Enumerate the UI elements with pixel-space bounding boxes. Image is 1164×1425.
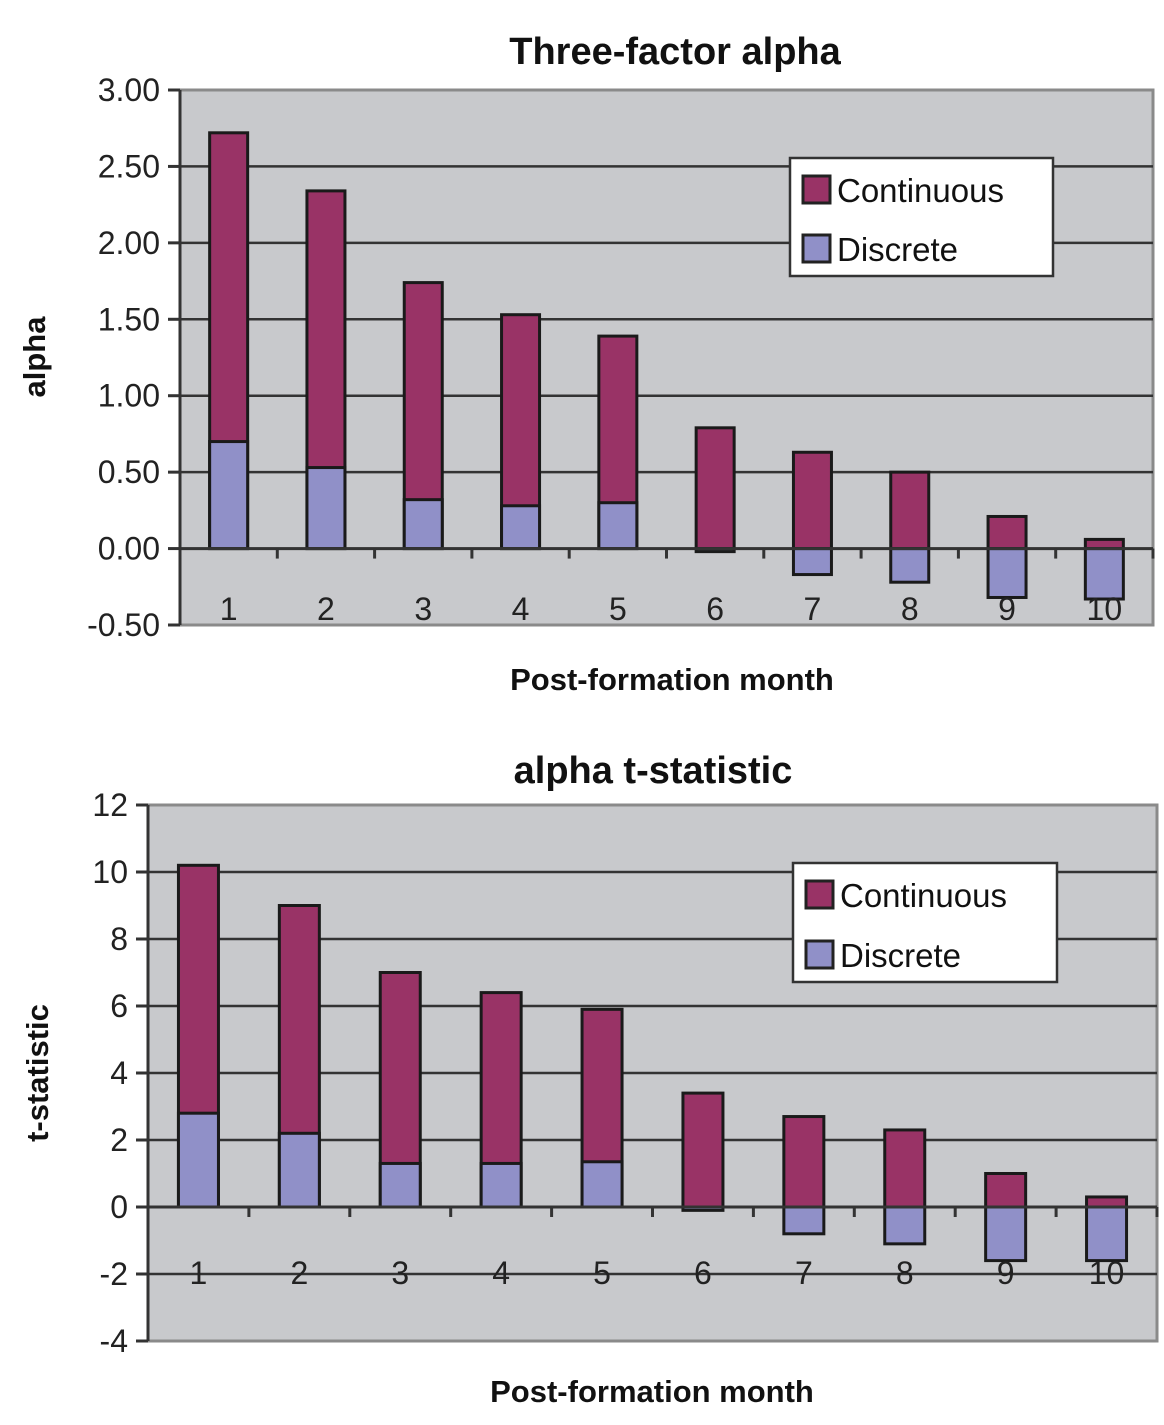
legend: Continuous Discrete (791, 861, 1059, 984)
y-tick-labels: 3.00 2.50 2.00 1.50 1.00 0.50 0.00 -0.50 (87, 72, 160, 643)
axes (136, 803, 1159, 1343)
bar-continuous-7 (782, 1115, 826, 1209)
y-tick-label: 4 (110, 1055, 128, 1091)
bar-discrete-1 (208, 440, 250, 551)
x-tick-label: 9 (998, 591, 1016, 627)
bar-discrete-4 (479, 1161, 523, 1209)
legend-swatch-discrete (801, 233, 832, 264)
y-axis-label: t-statistic (20, 1004, 55, 1142)
y-tick-label: 6 (110, 988, 128, 1024)
y-tick-label: -0.50 (87, 607, 160, 643)
x-axis-label: Post-formation month (490, 1374, 814, 1409)
y-tick-label: 2 (110, 1122, 128, 1158)
x-axis-label: Post-formation month (510, 662, 834, 697)
legend-swatch-continuous (804, 879, 835, 910)
legend-box (791, 861, 1059, 984)
legend-label-discrete: Discrete (840, 937, 961, 974)
x-tick-label: 7 (804, 591, 822, 627)
bar-discrete-3 (378, 1161, 422, 1209)
bar-continuous-7 (791, 450, 833, 551)
x-tick-label: 10 (1087, 591, 1123, 627)
y-axis-label: alpha (17, 316, 52, 398)
bar-continuous-9 (984, 1172, 1028, 1209)
y-tick-label: 12 (92, 787, 128, 823)
alpha-chart: Three-factor alpha 3.00 2.50 2.00 1.50 1.00 0… (17, 31, 1155, 697)
bar-discrete-10 (1085, 1205, 1129, 1263)
y-tick-label: -2 (100, 1256, 128, 1292)
bar-continuous-10 (1085, 1195, 1129, 1209)
axes (168, 88, 1155, 627)
x-tick-label: 7 (795, 1255, 813, 1291)
y-tick-label: 2.00 (98, 225, 160, 261)
y-tick-label: 0 (110, 1189, 128, 1225)
y-tick-label: 8 (110, 921, 128, 957)
x-tick-label: 8 (896, 1255, 914, 1291)
bar-continuous-8 (883, 1128, 927, 1209)
y-tick-label: -4 (100, 1323, 128, 1359)
bar-discrete-9 (984, 1205, 1028, 1263)
chart-title: alpha t-statistic (514, 750, 793, 792)
x-tick-label: 9 (997, 1255, 1015, 1291)
bar-discrete-8 (883, 1205, 927, 1246)
x-tick-label: 5 (593, 1255, 611, 1291)
x-tick-label: 3 (414, 591, 432, 627)
x-tick-label: 2 (317, 591, 335, 627)
legend-label-discrete: Discrete (837, 231, 958, 268)
x-tick-labels: 1 2 3 4 5 6 7 8 9 10 (220, 591, 1122, 627)
bar-continuous-8 (889, 470, 931, 551)
x-tick-label: 1 (190, 1255, 208, 1291)
y-tick-label: 0.00 (98, 531, 160, 567)
x-tick-label: 6 (694, 1255, 712, 1291)
bars (208, 131, 1125, 601)
y-tick-label: 0.50 (98, 454, 160, 490)
chart-title: Three-factor alpha (509, 31, 841, 73)
bar-continuous-9 (986, 514, 1028, 551)
y-tick-labels: 12 10 8 6 4 2 0 -2 -4 (92, 787, 128, 1359)
bar-discrete-1 (176, 1111, 220, 1209)
bar-continuous-6 (681, 1091, 725, 1209)
legend: Continuous Discrete (788, 156, 1055, 278)
x-tick-label: 5 (609, 591, 627, 627)
y-tick-label: 10 (92, 854, 128, 890)
bar-discrete-7 (791, 547, 833, 577)
y-tick-label: 3.00 (98, 72, 160, 108)
y-tick-label: 1.00 (98, 378, 160, 414)
x-tick-label: 6 (706, 591, 724, 627)
x-tick-label: 4 (492, 1255, 510, 1291)
legend-label-continuous: Continuous (837, 172, 1004, 209)
legend-swatch-continuous (801, 174, 832, 205)
bar-discrete-8 (889, 547, 931, 584)
bar-discrete-5 (597, 501, 639, 551)
bar-discrete-2 (277, 1131, 321, 1209)
x-tick-label: 4 (512, 591, 530, 627)
x-tick-labels: 1 2 3 4 5 6 7 8 9 10 (190, 1255, 1125, 1291)
bar-discrete-7 (782, 1205, 826, 1236)
bar-discrete-2 (305, 466, 347, 551)
bar-discrete-4 (500, 504, 542, 551)
bar-discrete-5 (580, 1160, 624, 1209)
x-tick-label: 2 (290, 1255, 308, 1291)
y-tick-label: 2.50 (98, 148, 160, 184)
x-tick-label: 3 (391, 1255, 409, 1291)
bar-discrete-9 (986, 547, 1028, 599)
y-tick-label: 1.50 (98, 301, 160, 337)
legend-box (788, 156, 1055, 278)
bar-continuous-6 (694, 426, 736, 551)
x-tick-label: 8 (901, 591, 919, 627)
x-tick-label: 10 (1089, 1255, 1125, 1291)
bar-discrete-3 (402, 498, 444, 551)
bar-discrete-10 (1083, 547, 1125, 601)
legend-swatch-discrete (804, 939, 835, 970)
x-tick-label: 1 (220, 591, 238, 627)
bars (176, 863, 1129, 1263)
legend-label-continuous: Continuous (840, 877, 1007, 914)
